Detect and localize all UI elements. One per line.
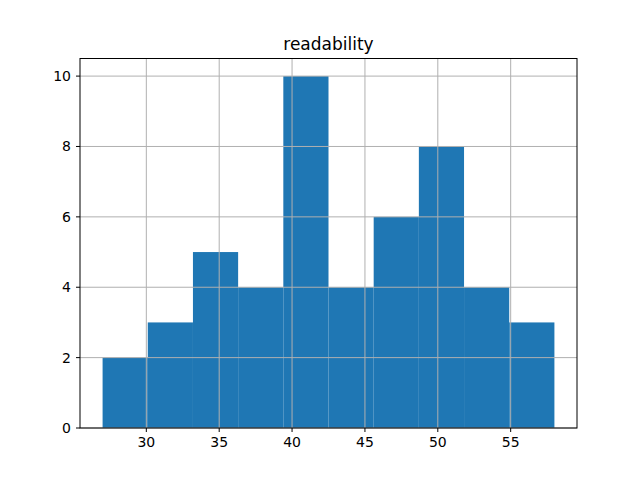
x-tick-label: 45 <box>356 434 374 450</box>
x-tick-label: 35 <box>210 434 228 450</box>
histogram-bar <box>193 252 238 428</box>
x-tick-label: 50 <box>429 434 447 450</box>
histogram-bar <box>374 217 419 428</box>
histogram-bar <box>103 358 148 428</box>
figure: 30 35 40 45 50 55 0 2 4 6 8 10 readability <box>0 0 640 480</box>
x-tick-label: 40 <box>283 434 301 450</box>
y-tick-label: 8 <box>62 138 71 154</box>
bars-group <box>103 76 555 428</box>
x-tick-label: 30 <box>137 434 155 450</box>
y-tick-label: 2 <box>62 350 71 366</box>
y-tick-label: 6 <box>62 209 71 225</box>
y-tick-label: 4 <box>62 279 71 295</box>
histogram-bar <box>148 322 193 428</box>
y-tick-label: 10 <box>53 68 71 84</box>
histogram-chart: 30 35 40 45 50 55 0 2 4 6 8 10 readability <box>0 0 640 480</box>
histogram-bar <box>283 76 328 428</box>
histogram-bar <box>509 322 554 428</box>
chart-title: readability <box>283 34 373 54</box>
y-tick-label: 0 <box>62 420 71 436</box>
x-tick-label: 55 <box>502 434 520 450</box>
